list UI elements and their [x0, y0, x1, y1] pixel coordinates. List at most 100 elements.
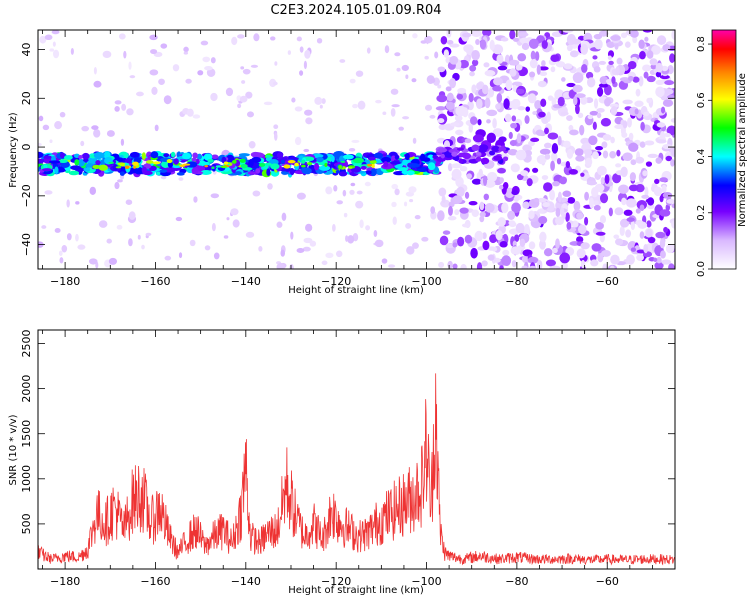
spectrogram-cell [264, 162, 272, 166]
spectrogram-cell [158, 78, 165, 85]
spectrogram-cell [497, 217, 506, 227]
spectrogram-cell [252, 190, 261, 197]
spectrogram-y-tick-label: 20 [20, 91, 33, 105]
spectrogram-cell [371, 163, 375, 168]
spectrogram-cell [401, 170, 409, 175]
spectrogram-cell [639, 204, 645, 211]
spectrogram-cell [576, 248, 586, 259]
spectrogram-cell [501, 202, 509, 214]
spectrogram-cell [178, 177, 184, 181]
spectrogram-cell [614, 42, 619, 50]
spectrogram-cell [482, 84, 489, 95]
spectrogram-cell [207, 158, 214, 163]
spectrogram-cell [550, 66, 556, 73]
spectrogram-cell [405, 152, 410, 161]
spectrogram-cell [255, 168, 261, 174]
spectrogram-cell [414, 214, 421, 220]
spectrogram-cell [248, 141, 256, 149]
spectrogram-cell [365, 225, 371, 231]
snr-y-tick-label: 1000 [20, 465, 33, 493]
spectrogram-cell [580, 172, 585, 177]
spectrogram-cell [247, 171, 257, 175]
spectrogram-cell [551, 151, 558, 162]
spectrogram-cell [183, 46, 189, 53]
spectrogram-cell [487, 171, 498, 182]
spectrogram-cell [390, 88, 399, 95]
spectrogram-cell [602, 263, 608, 269]
spectrogram-cell [439, 235, 449, 246]
spectrogram-cell [366, 47, 371, 54]
spectrogram-cell [196, 153, 203, 160]
spectrogram-cell [513, 234, 520, 242]
spectrogram-cell [401, 64, 409, 72]
spectrogram-cell [464, 191, 470, 199]
spectrogram-cell [406, 246, 415, 255]
spectrogram-cell [533, 197, 540, 203]
spectrogram-cell [590, 259, 599, 267]
spectrogram-cell [536, 154, 547, 165]
spectrogram-cell [461, 223, 471, 228]
spectrogram-cell [665, 155, 673, 162]
spectrogram-cell [479, 39, 487, 50]
spectrogram-x-tick-label: −100 [411, 275, 441, 288]
spectrogram-cell [542, 202, 550, 208]
spectrogram-cell [203, 153, 213, 161]
spectrogram-cell [119, 163, 125, 167]
spectrogram-cell [102, 50, 112, 59]
spectrogram-cell [191, 167, 199, 174]
spectrogram-cell [462, 107, 469, 118]
spectrogram-cell [59, 257, 64, 264]
spectrogram-cell [89, 186, 97, 196]
spectrogram-cell [660, 130, 665, 140]
spectrogram-cell [571, 38, 582, 45]
spectrogram-cell [232, 219, 240, 228]
spectrogram-cell [383, 161, 389, 168]
spectrogram-cell [252, 152, 265, 158]
spectrogram-cell [369, 160, 377, 164]
spectrogram-cell [602, 134, 612, 141]
spectrogram-cell [671, 203, 675, 209]
spectrogram-cell [668, 263, 675, 269]
spectrogram-cell [210, 57, 216, 64]
spectrogram-cell [477, 118, 482, 126]
spectrogram-cell [600, 117, 612, 127]
spectrogram-cell [66, 233, 72, 241]
spectrogram-cell [482, 175, 488, 187]
spectrogram-cell [141, 166, 147, 174]
spectrogram-cell [304, 109, 313, 116]
spectrogram-cell [655, 86, 665, 98]
spectrogram-cell [108, 161, 114, 165]
spectrogram-cell [664, 80, 675, 86]
spectrogram-cell [572, 84, 583, 93]
spectrogram-cell [402, 116, 410, 120]
spectrogram-cell [93, 152, 105, 159]
spectrogram-cell [608, 60, 614, 65]
spectrogram-cell [370, 168, 377, 177]
spectrogram-cell [591, 243, 602, 252]
spectrogram-cell [482, 232, 487, 240]
spectrogram-cell [628, 184, 639, 192]
spectrogram-cell [42, 124, 50, 131]
spectrogram-cell [496, 54, 504, 64]
spectrogram-cell [550, 54, 560, 63]
spectrogram-cell [536, 259, 543, 269]
spectrogram-cell [498, 147, 507, 152]
spectrogram-cell [391, 104, 400, 108]
spectrogram-cell [52, 41, 56, 47]
spectrogram-cell [597, 253, 604, 263]
spectrogram-cell [430, 206, 436, 214]
snr-series-line [38, 373, 675, 566]
spectrogram-cell [349, 78, 356, 84]
spectrogram-cell [566, 221, 572, 230]
spectrogram-cell [352, 103, 358, 109]
spectrogram-cell [408, 163, 421, 168]
spectrogram-cell [437, 118, 445, 124]
spectrogram-cell [598, 60, 607, 65]
spectrogram-panel: −180 −160 −140 −120 −100 −80 −60 −40 −20 0 20 40 H… [8, 29, 676, 296]
spectrogram-cell [250, 64, 259, 68]
spectrogram-cell [522, 201, 530, 209]
spectrogram-cell [515, 64, 523, 71]
spectrogram-cell [281, 212, 287, 222]
spectrogram-cell [655, 71, 662, 78]
spectrogram-cell [145, 232, 152, 236]
